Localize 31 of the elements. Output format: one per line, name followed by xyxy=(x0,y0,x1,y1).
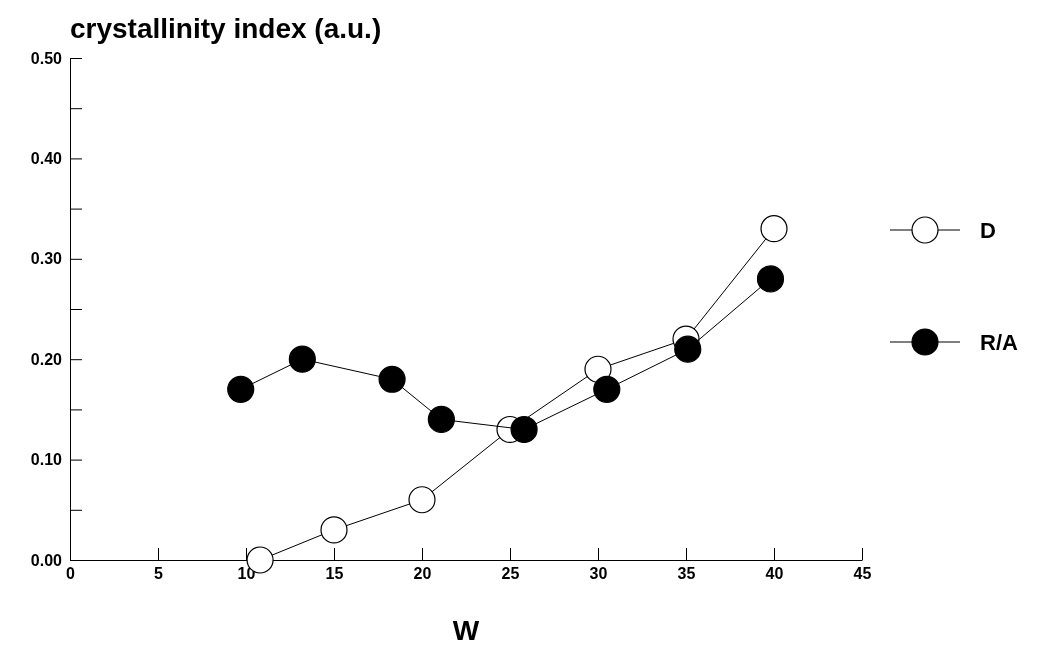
x-tick-label: 25 xyxy=(501,565,520,583)
point xyxy=(584,355,612,383)
point xyxy=(510,415,538,444)
y-tick-label: 0.20 xyxy=(30,350,63,368)
y-tick-label: 0.40 xyxy=(30,150,63,168)
x-tick-label: 20 xyxy=(413,565,432,583)
y-axis-title: crystallinity index (a.u.) xyxy=(70,13,382,44)
x-tick-label: 40 xyxy=(765,565,784,583)
legend-label: R/A xyxy=(980,330,1018,355)
point xyxy=(408,486,436,514)
x-tick-label: 30 xyxy=(589,565,608,583)
y-tick-label: 0.30 xyxy=(30,250,63,268)
x-tick-label: 35 xyxy=(677,565,696,583)
point xyxy=(593,375,621,403)
y-tick-label: 0.10 xyxy=(30,451,63,469)
point xyxy=(378,365,406,393)
point xyxy=(288,345,316,373)
point xyxy=(320,516,348,544)
point xyxy=(756,265,785,293)
y-tick-label: 0.50 xyxy=(30,49,63,67)
x-axis-title: W xyxy=(452,615,480,646)
y-tick-label: 0.00 xyxy=(30,551,63,569)
legend-label: D xyxy=(980,218,996,243)
point xyxy=(674,335,702,363)
x-tick-label: 0 xyxy=(66,565,76,583)
x-tick-label: 5 xyxy=(154,565,164,583)
point xyxy=(227,375,255,403)
point xyxy=(760,215,788,243)
point xyxy=(427,405,455,433)
x-tick-label: 15 xyxy=(325,565,344,583)
x-tick-label: 45 xyxy=(853,565,872,583)
